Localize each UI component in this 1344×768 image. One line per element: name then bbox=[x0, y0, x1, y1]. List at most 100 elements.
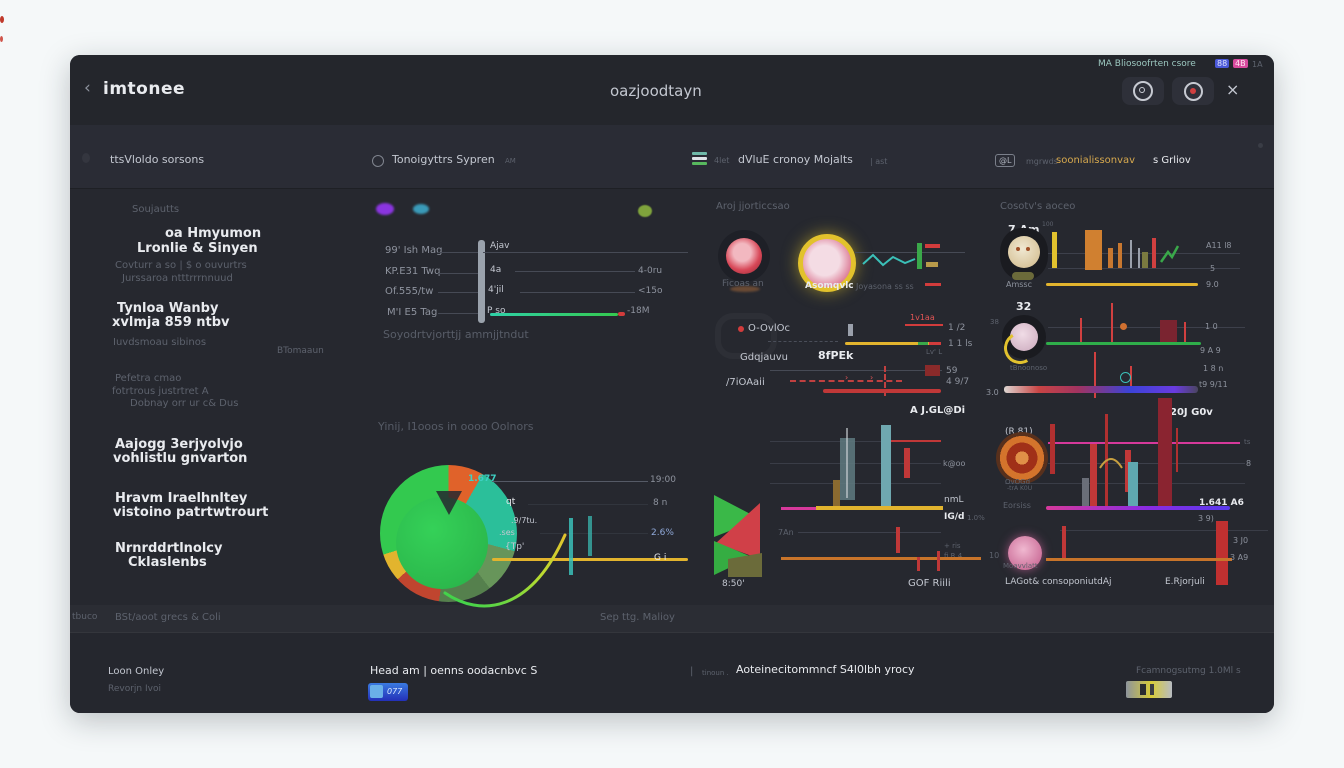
red-bar bbox=[896, 527, 900, 553]
camera-icon bbox=[1133, 81, 1153, 101]
item-title: Tynloa Wanby bbox=[117, 301, 219, 316]
candle-r1: k@oo bbox=[943, 459, 966, 468]
ladder-caption: Soyodrtvjorttjj ammjjtndut bbox=[383, 328, 529, 341]
rowA-sub: Lv' L bbox=[926, 348, 943, 356]
darkred-bar bbox=[1158, 398, 1172, 510]
column-header-pre: mgrwds bbox=[1026, 157, 1058, 166]
avatar-3[interactable] bbox=[1008, 236, 1040, 268]
col3-mid-value: A J.GL@Di bbox=[910, 405, 966, 416]
record-icon bbox=[1183, 81, 1203, 101]
row4-v4: 3 9) bbox=[1198, 514, 1214, 523]
red-wide-bar bbox=[1216, 521, 1228, 585]
avatar-1[interactable] bbox=[726, 238, 762, 274]
column-header-tail: s Grliov bbox=[1153, 155, 1191, 166]
pie-header: Yinij, I1ooos in oooo Oolnors bbox=[378, 420, 534, 433]
row3-v1: 1 8 n bbox=[1203, 364, 1224, 373]
legend-dot-green bbox=[638, 205, 652, 217]
rowB-v: 59 bbox=[946, 366, 958, 376]
avatar-eye bbox=[1016, 247, 1020, 251]
pie-callout-value: qt bbox=[506, 497, 516, 507]
item-sub3: Dobnay orr ur c& Dus bbox=[130, 398, 239, 409]
camera-button[interactable] bbox=[1122, 77, 1164, 105]
pie-callout-right: 19:00 bbox=[650, 475, 676, 485]
rowA-v1: 1 /2 bbox=[948, 323, 966, 333]
item-title: Aajogg 3erjyolvjo bbox=[115, 437, 243, 452]
rowB-label: Gdqjauvu bbox=[740, 352, 788, 363]
magenta-line bbox=[1048, 442, 1240, 444]
back-icon[interactable]: ‹ bbox=[84, 78, 91, 98]
wave-wick bbox=[1138, 248, 1140, 268]
green-seg bbox=[918, 342, 928, 345]
gradient-bar[interactable] bbox=[1004, 386, 1198, 393]
footer-left-1: Loon Onley bbox=[108, 666, 165, 677]
pie-callout-right: 2.6% bbox=[651, 528, 674, 538]
wave-bar bbox=[1108, 248, 1113, 268]
avatar-eye bbox=[1026, 247, 1030, 251]
candle-r2: nmL bbox=[944, 495, 964, 505]
item-sub: Covturr a so | $ o ouvurtrs bbox=[115, 260, 247, 271]
khaki-bar bbox=[1142, 252, 1148, 268]
curve-graphic bbox=[443, 533, 567, 608]
at-badge: @L bbox=[995, 154, 1016, 168]
col3-header: Aroj jjorticcsao bbox=[716, 201, 790, 212]
ladder-label: 99' Ish Mag bbox=[385, 245, 443, 256]
teal-bar bbox=[569, 518, 573, 575]
red-dashed-vline bbox=[884, 366, 886, 396]
app-window: ‹ imtonee oazjoodtayn MA Bliosoofrten cs… bbox=[70, 55, 1274, 713]
red-bar bbox=[1062, 526, 1066, 560]
ladder-tick: 4'jil bbox=[488, 285, 504, 295]
status-text: MA Bliosoofrten csore bbox=[1098, 59, 1196, 69]
avatar-4[interactable] bbox=[1010, 323, 1038, 351]
red-arrow-icon: › bbox=[845, 373, 849, 382]
yellow-thick-line bbox=[816, 506, 943, 510]
row4-label: Eorsiss bbox=[1003, 501, 1031, 510]
pill-glyph bbox=[1140, 684, 1146, 695]
rowC-label: /7iOAaii bbox=[726, 377, 765, 388]
band-label: BSt/aoot grecs & Coli bbox=[115, 612, 221, 623]
ladder-tick: Ajav bbox=[490, 241, 510, 251]
avatar-2-label: Asomqvlc bbox=[805, 281, 854, 291]
red-dash bbox=[925, 283, 941, 286]
avatar-2[interactable] bbox=[798, 234, 856, 292]
candle-left: 7An bbox=[778, 528, 794, 537]
item-title2: Cklaslenbs bbox=[128, 555, 207, 570]
candle-r4: + ris bbox=[944, 542, 961, 550]
avatar-5[interactable] bbox=[996, 432, 1048, 484]
row2-v2: 9 A 9 bbox=[1200, 346, 1221, 355]
pink-seg bbox=[781, 507, 816, 510]
ladder-right: -18M bbox=[627, 306, 650, 316]
item-tag: BTomaaun bbox=[277, 346, 324, 356]
row4-v2: 8 bbox=[1246, 459, 1252, 468]
list-icon bbox=[692, 152, 707, 166]
pie-callout-value: 1.677 bbox=[468, 474, 497, 484]
red-bar bbox=[917, 557, 920, 571]
footer-sep: | bbox=[690, 666, 694, 677]
teal-line bbox=[490, 313, 618, 316]
item-title: Hravm Iraelhnltey bbox=[115, 491, 248, 506]
item-title2: Lronlie & Sinyen bbox=[137, 241, 258, 256]
price-axis-bar[interactable] bbox=[478, 240, 485, 323]
rowC-v: 4 9/7 bbox=[946, 377, 970, 387]
status-badge-pink: 4B bbox=[1233, 59, 1248, 69]
red-bar bbox=[937, 551, 940, 571]
page-title: oazjoodtayn bbox=[610, 82, 702, 100]
avatar-1-label: Ficoas an bbox=[722, 279, 764, 289]
red-wide-bar bbox=[823, 389, 941, 393]
row4-s2: -trA K0U bbox=[1007, 485, 1033, 492]
footer-blue-pill[interactable]: 077 bbox=[368, 683, 408, 701]
dotted-line bbox=[768, 341, 838, 342]
grid-line bbox=[1048, 463, 1245, 464]
ladder-label: Of.555/tw bbox=[385, 286, 434, 297]
callout-line bbox=[540, 533, 648, 534]
row1-v1: A11 l8 bbox=[1206, 241, 1232, 250]
ladder-label: KP.E31 Twq bbox=[385, 266, 441, 277]
record-button[interactable] bbox=[1172, 77, 1214, 105]
close-icon[interactable]: × bbox=[1226, 80, 1240, 99]
column-header-label: Tonoigyttrs Sypren bbox=[392, 153, 495, 166]
grid-line bbox=[1060, 530, 1268, 531]
edge-artifact-dot bbox=[0, 16, 4, 23]
avatar-2-sub: Joyasona ss ss bbox=[856, 282, 914, 291]
footer-yellow-pill[interactable] bbox=[1126, 681, 1172, 698]
avatar-6[interactable] bbox=[1008, 536, 1042, 570]
candle-r5: fi R 4 bbox=[944, 552, 963, 560]
